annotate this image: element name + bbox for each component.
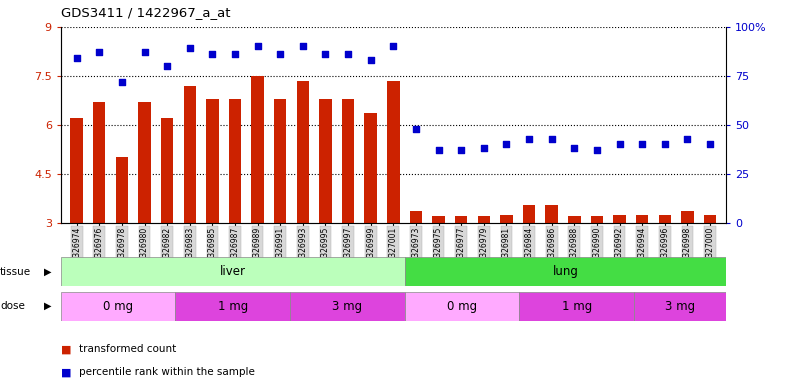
- Point: [71, 55, 84, 61]
- Text: ■: ■: [61, 344, 71, 354]
- Bar: [61, 292, 175, 321]
- Bar: [432, 216, 444, 223]
- Point: [432, 147, 445, 153]
- Bar: [634, 292, 726, 321]
- Text: 1 mg: 1 mg: [217, 300, 248, 313]
- Bar: [613, 215, 626, 223]
- Point: [161, 63, 174, 69]
- Point: [681, 136, 694, 142]
- Bar: [405, 257, 726, 286]
- Point: [703, 141, 716, 147]
- Bar: [320, 99, 332, 223]
- Bar: [206, 99, 219, 223]
- Point: [92, 49, 105, 55]
- Bar: [478, 216, 490, 223]
- Text: ▶: ▶: [44, 301, 51, 311]
- Bar: [342, 99, 354, 223]
- Point: [341, 51, 354, 57]
- Bar: [139, 102, 151, 223]
- Bar: [161, 118, 174, 223]
- Bar: [704, 215, 716, 223]
- Point: [455, 147, 468, 153]
- Text: ■: ■: [61, 367, 71, 377]
- Point: [590, 147, 603, 153]
- Bar: [364, 113, 377, 223]
- Bar: [410, 211, 423, 223]
- Bar: [229, 99, 241, 223]
- Bar: [659, 215, 671, 223]
- Bar: [590, 216, 603, 223]
- Text: 3 mg: 3 mg: [665, 300, 695, 313]
- Bar: [387, 81, 400, 223]
- Text: ▶: ▶: [44, 266, 51, 277]
- Point: [522, 136, 535, 142]
- Text: transformed count: transformed count: [79, 344, 176, 354]
- Point: [296, 43, 309, 50]
- Text: 3 mg: 3 mg: [333, 300, 363, 313]
- Text: tissue: tissue: [0, 266, 31, 277]
- Point: [319, 51, 332, 57]
- Text: 0 mg: 0 mg: [447, 300, 477, 313]
- Bar: [251, 76, 264, 223]
- Bar: [61, 257, 405, 286]
- Point: [636, 141, 649, 147]
- Bar: [93, 102, 105, 223]
- Point: [500, 141, 513, 147]
- Text: GDS3411 / 1422967_a_at: GDS3411 / 1422967_a_at: [61, 6, 230, 19]
- Bar: [116, 157, 128, 223]
- Bar: [568, 216, 581, 223]
- Point: [274, 51, 287, 57]
- Point: [206, 51, 219, 57]
- Point: [229, 51, 242, 57]
- Point: [613, 141, 626, 147]
- Text: dose: dose: [0, 301, 25, 311]
- Point: [115, 79, 128, 85]
- Text: liver: liver: [220, 265, 246, 278]
- Bar: [71, 118, 83, 223]
- Bar: [175, 292, 290, 321]
- Point: [410, 126, 423, 132]
- Text: 0 mg: 0 mg: [103, 300, 133, 313]
- Point: [545, 136, 558, 142]
- Bar: [290, 292, 405, 321]
- Point: [183, 45, 196, 51]
- Point: [478, 145, 491, 151]
- Bar: [546, 205, 558, 223]
- Bar: [500, 215, 513, 223]
- Bar: [636, 215, 648, 223]
- Point: [251, 43, 264, 50]
- Point: [387, 43, 400, 50]
- Bar: [297, 81, 309, 223]
- Bar: [681, 211, 693, 223]
- Point: [364, 57, 377, 63]
- Point: [568, 145, 581, 151]
- Bar: [405, 292, 520, 321]
- Point: [659, 141, 672, 147]
- Point: [138, 49, 151, 55]
- Bar: [455, 216, 467, 223]
- Text: 1 mg: 1 mg: [562, 300, 592, 313]
- Bar: [523, 205, 535, 223]
- Text: lung: lung: [552, 265, 578, 278]
- Bar: [183, 86, 196, 223]
- Bar: [274, 99, 286, 223]
- Bar: [520, 292, 634, 321]
- Text: percentile rank within the sample: percentile rank within the sample: [79, 367, 255, 377]
